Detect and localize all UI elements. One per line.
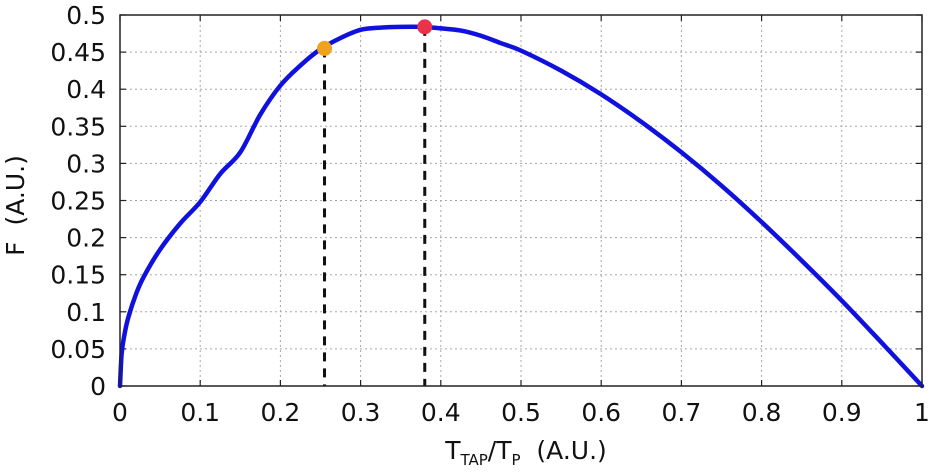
x-tick-labels: 0 0.1 0.2 0.3 0.4 0.5 0.6 0.7 0.8 0.9 1 bbox=[112, 398, 928, 427]
x-tick-label: 0.4 bbox=[421, 398, 461, 427]
x-tick-label: 0.5 bbox=[501, 398, 541, 427]
plot-frame bbox=[119, 14, 923, 387]
x-axis-label-units: (A.U.) bbox=[521, 436, 607, 465]
y-tick-label: 0.05 bbox=[50, 335, 106, 364]
y-tick-label: 0.45 bbox=[50, 38, 106, 67]
markers bbox=[317, 19, 433, 56]
guide-lines bbox=[323, 26, 427, 386]
x-axis-label-sub2: P bbox=[511, 451, 520, 469]
y-tick-label: 0.15 bbox=[50, 261, 106, 290]
x-tick-label: 0.8 bbox=[742, 398, 782, 427]
y-axis-label: F (A.U.) bbox=[1, 155, 30, 256]
data-point-marker bbox=[317, 40, 333, 56]
y-tick-label: 0.35 bbox=[50, 112, 106, 141]
x-tick-label: 0.6 bbox=[581, 398, 621, 427]
y-tick-label: 0.4 bbox=[66, 75, 106, 104]
x-tick-label: 0.2 bbox=[261, 398, 301, 427]
x-tick-label: 0.7 bbox=[662, 398, 702, 427]
y-tick-labels: 0 0.05 0.1 0.15 0.2 0.25 0.3 0.35 0.4 0.45 0.5 bbox=[50, 1, 106, 401]
x-tick-label: 1 bbox=[914, 398, 928, 427]
x-tick-label: 0.9 bbox=[822, 398, 862, 427]
series-line bbox=[117, 24, 925, 389]
grid bbox=[119, 14, 923, 387]
x-tick-label: 0.3 bbox=[341, 398, 381, 427]
x-axis-label-main: T bbox=[444, 436, 461, 465]
y-tick-label: 0.5 bbox=[66, 1, 106, 30]
x-axis-label-sub1: TAP bbox=[459, 451, 487, 469]
x-axis-label-slash: /T bbox=[488, 436, 512, 465]
x-axis-label: TTAP/TP (A.U.) bbox=[444, 436, 607, 469]
y-tick-label: 0.3 bbox=[66, 149, 106, 178]
y-tick-label: 0.25 bbox=[50, 187, 106, 216]
series-layer bbox=[117, 24, 925, 389]
x-tick-label: 0.1 bbox=[180, 398, 220, 427]
data-point-marker bbox=[417, 19, 433, 35]
y-tick-label: 0 bbox=[90, 372, 106, 401]
x-tick-label: 0 bbox=[112, 398, 128, 427]
y-tick-label: 0.1 bbox=[66, 298, 106, 327]
y-tick-label: 0.2 bbox=[66, 224, 106, 253]
